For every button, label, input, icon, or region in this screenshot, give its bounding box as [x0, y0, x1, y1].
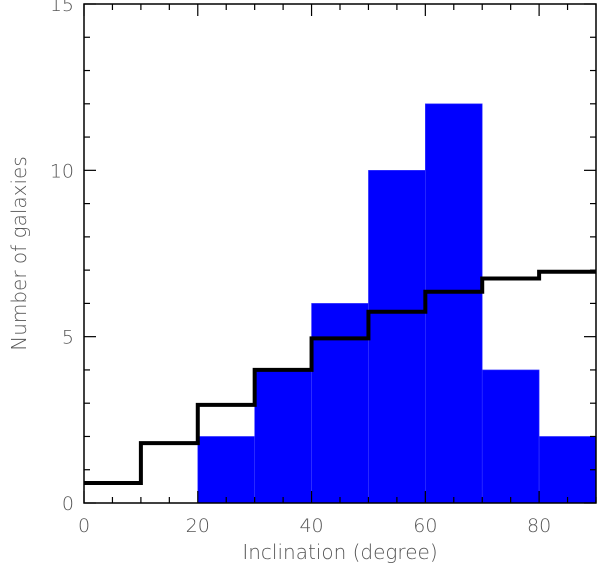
y-tick-label: 15 — [50, 0, 74, 16]
x-tick-label: 40 — [299, 515, 323, 537]
histogram-bar — [311, 303, 369, 504]
bars-layer — [197, 103, 597, 504]
y-tick-label: 5 — [62, 327, 74, 349]
ticks-layer: 0 20 40 60 80 0 5 10 15 — [50, 0, 597, 537]
histogram-bar — [481, 369, 540, 504]
histogram-bar — [538, 436, 597, 504]
x-tick-label: 0 — [78, 515, 90, 537]
step-line — [84, 269, 596, 486]
x-axis-title: Inclination (degree) — [242, 540, 437, 564]
x-tick-label: 80 — [527, 515, 551, 537]
x-tick-label: 20 — [186, 515, 210, 537]
x-tick-label: 60 — [413, 515, 437, 537]
y-tick-label: 10 — [50, 160, 74, 182]
y-axis-title: Number of galaxies — [7, 156, 31, 351]
histogram-bar — [368, 170, 426, 504]
histogram-bar — [254, 369, 312, 504]
histogram-bar — [197, 436, 255, 504]
y-tick-label: 0 — [62, 493, 74, 515]
histogram-bar — [425, 103, 483, 504]
